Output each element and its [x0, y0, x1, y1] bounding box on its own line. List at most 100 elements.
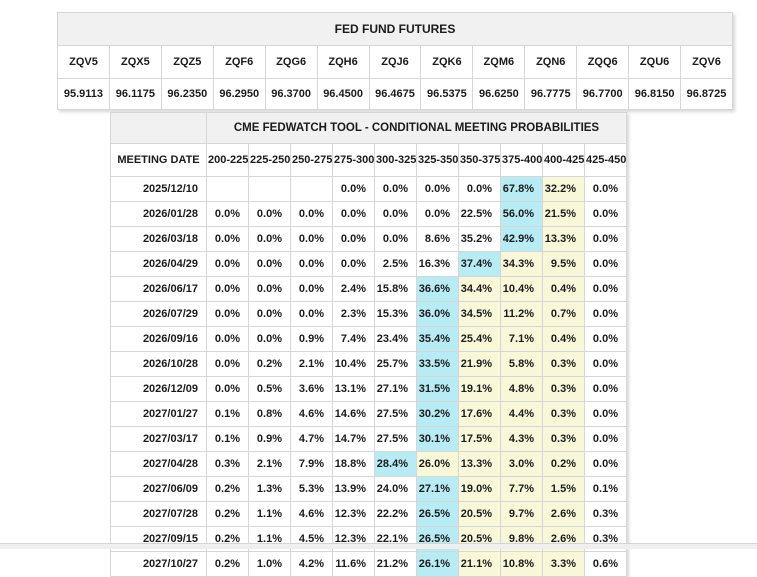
futures-price-cell: 96.8725 [680, 78, 733, 110]
futures-symbol-cell: ZQV6 [680, 45, 733, 79]
probability-cell: 30.2% [416, 401, 459, 427]
probability-cell: 0.0% [248, 201, 291, 227]
rate-range-header: 400-425 [542, 143, 585, 177]
meeting-date-cell: 2026/06/17 [110, 276, 207, 302]
probability-cell: 27.5% [374, 426, 417, 452]
rate-range-header: 200-225 [206, 143, 249, 177]
probability-cell: 35.4% [416, 326, 459, 352]
probability-cell: 4.2% [290, 551, 333, 577]
probability-cell: 0.3% [542, 426, 585, 452]
probability-cell: 0.0% [206, 301, 249, 327]
futures-price-cell: 96.6250 [472, 78, 526, 110]
futures-symbol-cell: ZQV5 [57, 45, 110, 79]
probability-cell: 0.0% [416, 176, 459, 202]
probability-cell: 4.7% [290, 426, 333, 452]
probability-cell: 32.2% [542, 176, 585, 202]
probability-cell: 0.0% [332, 251, 375, 277]
probability-cell: 21.2% [374, 551, 417, 577]
probability-cell: 25.4% [458, 326, 501, 352]
probability-cell: 34.4% [458, 276, 501, 302]
probability-cell: 0.0% [206, 326, 249, 352]
probability-cell: 7.9% [290, 451, 333, 477]
probability-cell: 56.0% [500, 201, 543, 227]
probability-cell: 13.9% [332, 476, 375, 502]
probability-cell: 0.0% [206, 201, 249, 227]
probability-cell: 2.6% [542, 501, 585, 527]
probability-cell: 0.0% [584, 376, 627, 402]
futures-symbol-cell: ZQG6 [264, 45, 318, 79]
rate-range-header: 350-375 [458, 143, 501, 177]
probability-cell: 0.0% [332, 176, 375, 202]
meeting-date-cell: 2026/09/16 [110, 326, 207, 352]
probability-cell: 21.1% [458, 551, 501, 577]
meeting-date-cell: 2026/12/09 [110, 376, 207, 402]
probability-cell: 19.1% [458, 376, 501, 402]
probability-cell: 14.7% [332, 426, 375, 452]
probability-cell: 14.6% [332, 401, 375, 427]
probability-cell: 25.7% [374, 351, 417, 377]
probability-cell: 7.7% [500, 476, 543, 502]
probability-cell: 26.0% [416, 451, 459, 477]
probability-cell: 27.5% [374, 401, 417, 427]
futures-price-cell: 96.5375 [420, 78, 474, 110]
probability-cell: 0.0% [584, 276, 627, 302]
probability-cell: 0.2% [206, 501, 249, 527]
rate-range-header: 425-450 [584, 143, 627, 177]
futures-symbol-cell: ZQX5 [108, 45, 162, 79]
probability-cell: 0.4% [542, 326, 585, 352]
probability-cell: 0.0% [206, 226, 249, 252]
probability-cell: 11.2% [500, 301, 543, 327]
probability-cell: 27.1% [374, 376, 417, 402]
probability-cell: 0.8% [248, 401, 291, 427]
meeting-date-cell: 2027/04/28 [110, 451, 207, 477]
rate-range-header: 225-250 [248, 143, 291, 177]
table-row: 2027/01/27 0.1% 0.8% 4.6% 14.6% 27.5% 30.2% 17.… [110, 401, 627, 427]
meeting-date-cell: 2026/04/29 [110, 251, 207, 277]
probability-cell: 30.1% [416, 426, 459, 452]
probability-cell: 0.1% [584, 476, 627, 502]
probability-cell: 2.1% [248, 451, 291, 477]
futures-price-cell: 96.3700 [264, 78, 318, 110]
probability-cell: 9.5% [542, 251, 585, 277]
probability-cell: 3.6% [290, 376, 333, 402]
futures-price-cell: 96.7700 [576, 78, 630, 110]
probability-cell: 24.0% [374, 476, 417, 502]
probability-cell: 0.7% [542, 301, 585, 327]
meeting-date-header: MEETING DATE [110, 143, 207, 177]
meeting-date-cell: 2025/12/10 [110, 176, 207, 202]
probability-cell: 28.4% [374, 451, 417, 477]
probability-cell: 22.2% [374, 501, 417, 527]
probability-cell: 20.5% [458, 501, 501, 527]
fedwatch-corner-cell [110, 112, 207, 144]
table-row: 2026/03/18 0.0% 0.0% 0.0% 0.0% 0.0% 8.6% 35.2% 4… [110, 226, 627, 252]
probability-cell: 0.0% [374, 201, 417, 227]
probability-cell: 13.3% [542, 226, 585, 252]
meeting-date-cell: 2027/07/28 [110, 501, 207, 527]
table-row: 2027/04/28 0.3% 2.1% 7.9% 18.8% 28.4% 26.0% 13.… [110, 451, 627, 477]
fedwatch-table-title: CME FEDWATCH TOOL - CONDITIONAL MEETING … [206, 112, 627, 144]
probability-cell: 0.0% [584, 351, 627, 377]
probability-cell: 37.4% [458, 251, 501, 277]
probability-cell: 0.0% [290, 226, 333, 252]
rate-range-header: 325-350 [416, 143, 459, 177]
probability-cell: 0.3% [542, 376, 585, 402]
fedwatch-header-row: MEETING DATE 200-225 225-250 250-275 275-300… [110, 143, 627, 177]
probability-cell: 4.6% [290, 401, 333, 427]
table-row: 2026/04/29 0.0% 0.0% 0.0% 0.0% 2.5% 16.3% 37.4%… [110, 251, 627, 277]
probability-cell: 26.5% [416, 501, 459, 527]
probability-cell: 0.0% [374, 176, 417, 202]
table-row: 2026/06/17 0.0% 0.0% 0.0% 2.4% 15.8% 36.6% 34.4… [110, 276, 627, 302]
futures-symbol-cell: ZQM6 [472, 45, 526, 79]
rate-range-header: 300-325 [374, 143, 417, 177]
futures-price-cell: 96.4500 [316, 78, 370, 110]
probability-cell: 0.2% [206, 476, 249, 502]
probability-cell: 36.0% [416, 301, 459, 327]
futures-symbol-cell: ZQJ6 [368, 45, 422, 79]
probability-cell: 21.5% [542, 201, 585, 227]
probability-cell: 0.0% [584, 451, 627, 477]
probability-cell: 0.3% [584, 501, 627, 527]
probability-cell: 0.9% [290, 326, 333, 352]
probability-cell: 4.6% [290, 501, 333, 527]
probability-cell: 15.3% [374, 301, 417, 327]
probability-cell: 10.4% [500, 276, 543, 302]
